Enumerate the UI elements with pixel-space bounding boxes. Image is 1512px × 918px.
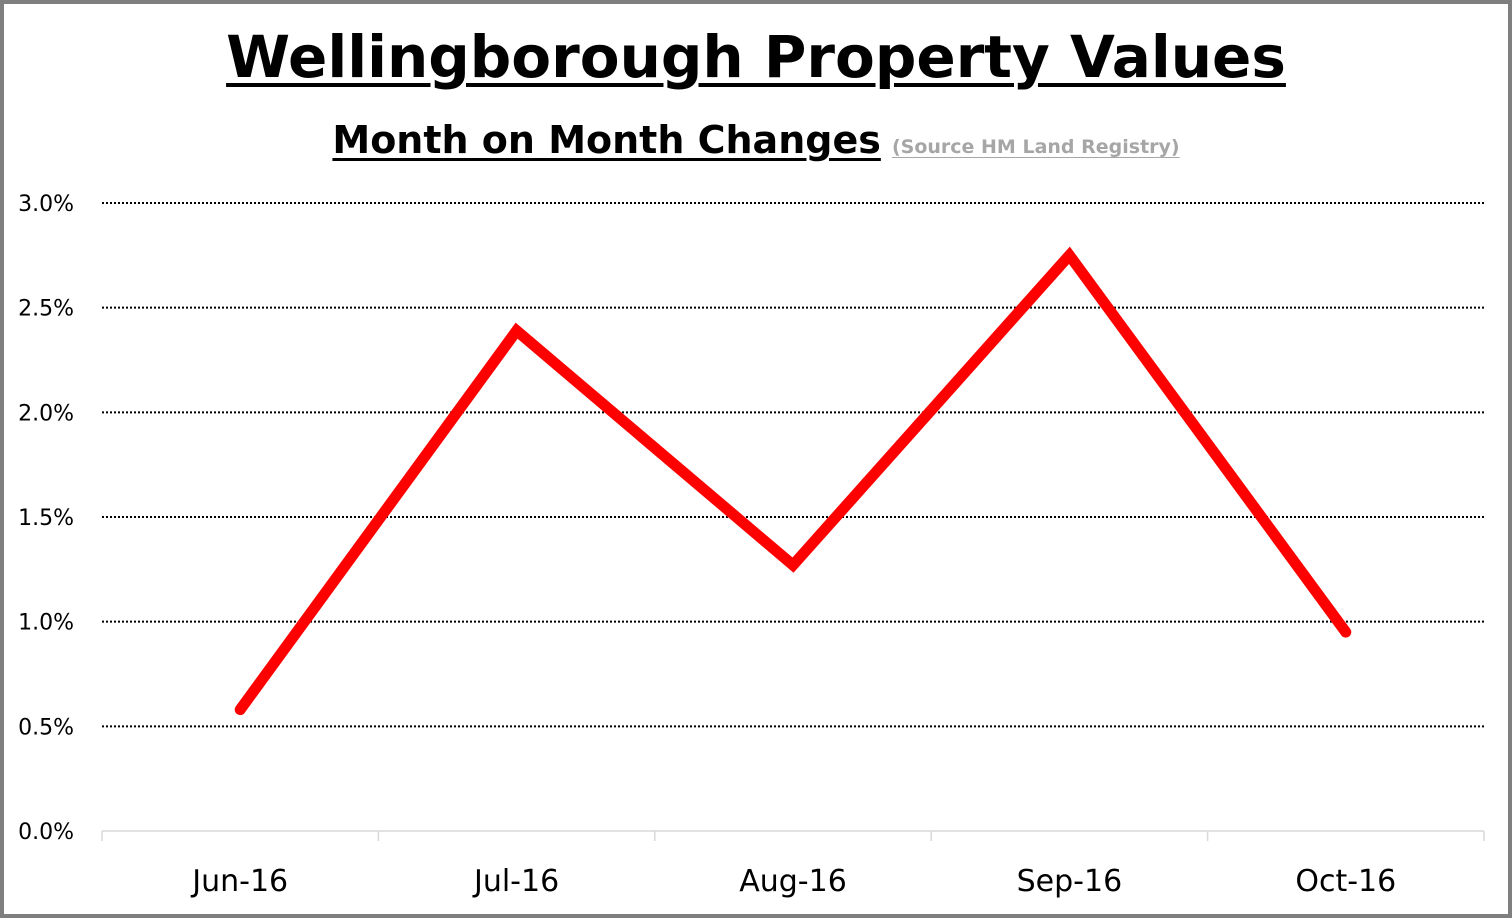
y-tick-label: 3.0% [18, 192, 74, 217]
y-tick-label: 0.0% [18, 820, 74, 845]
y-tick-label: 2.5% [18, 297, 74, 322]
chart-title: Wellingborough Property Values [226, 23, 1286, 91]
y-tick-label: 1.0% [18, 611, 74, 636]
source-note: (Source HM Land Registry) [891, 136, 1180, 158]
x-tick-label: Jun-16 [190, 864, 288, 899]
chart-subtitle: Month on Month Changes [332, 118, 881, 162]
x-tick-label: Aug-16 [739, 864, 847, 899]
y-tick-label: 1.5% [18, 506, 74, 531]
chart-subtitle-row: Month on Month Changes (Source HM Land R… [0, 118, 1512, 164]
x-tick-label: Sep-16 [1017, 864, 1123, 899]
series-line [234, 246, 1352, 716]
y-tick-label: 0.5% [18, 715, 74, 740]
y-tick-label: 2.0% [18, 401, 74, 426]
x-tick-label: Jul-16 [472, 864, 559, 899]
x-tick-label: Oct-16 [1295, 864, 1396, 899]
